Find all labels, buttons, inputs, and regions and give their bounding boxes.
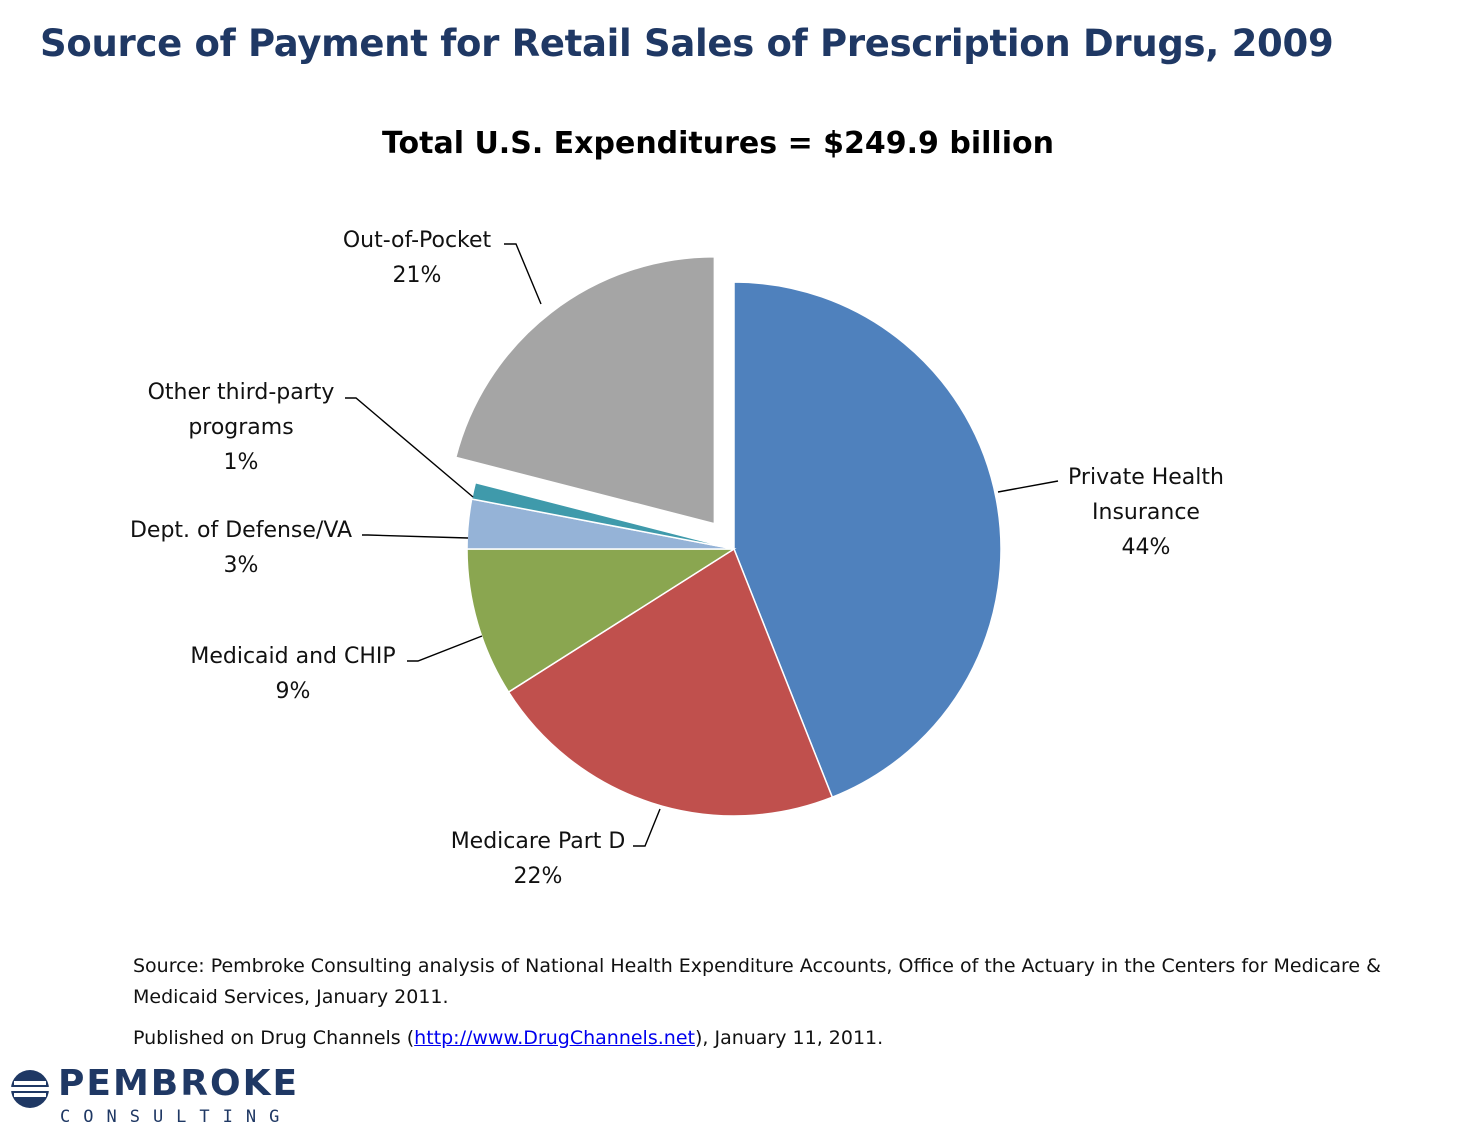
- drugchannels-link[interactable]: http://www.DrugChannels.net: [414, 1027, 695, 1049]
- slice-name: Out-of-Pocket: [343, 228, 492, 253]
- slice-label-5: Other third-party programs 1%: [148, 380, 335, 475]
- published-suffix: ), January 11, 2011.: [694, 1027, 884, 1049]
- chart-title: Total U.S. Expenditures = $249.9 billion: [382, 126, 1054, 161]
- slice-percent: 3%: [224, 553, 259, 578]
- pie-slice-5: [470, 481, 735, 550]
- slice-percent: 22%: [514, 864, 563, 889]
- slice-name: Medicare Part D: [451, 829, 626, 854]
- slice-name: Medicaid and CHIP: [190, 644, 395, 669]
- slice-label-1: Private Health Insurance 44%: [1068, 465, 1224, 560]
- pembroke-logo-icon: [10, 1070, 50, 1108]
- page-title: Source of Payment for Retail Sales of Pr…: [40, 22, 1334, 65]
- slice-name: Private Health: [1068, 465, 1224, 490]
- slice-name: programs: [188, 415, 293, 440]
- pie-slice-3: [466, 548, 737, 694]
- slice-percent: 21%: [393, 263, 442, 288]
- leader-line-1: [997, 480, 1059, 493]
- leader-line-6: [504, 243, 542, 305]
- slice-percent: 9%: [276, 679, 311, 704]
- slice-label-3: Medicaid and CHIP 9%: [190, 644, 395, 704]
- published-note: Published on Drug Channels (http://www.D…: [133, 1023, 883, 1054]
- leader-line-5: [345, 397, 474, 498]
- leader-line-2: [633, 808, 661, 847]
- leader-line-3: [407, 635, 483, 662]
- published-prefix: Published on Drug Channels (: [133, 1027, 415, 1049]
- leader-line-4: [362, 534, 469, 539]
- source-note: Source: Pembroke Consulting analysis of …: [133, 955, 1381, 1008]
- logo-name: PEMBROKE: [58, 1063, 300, 1104]
- slice-name: Other third-party: [148, 380, 335, 405]
- pie-slice-2: [507, 547, 834, 817]
- slice-label-4: Dept. of Defense/VA 3%: [130, 518, 352, 578]
- slice-label-2: Medicare Part D 22%: [451, 829, 626, 889]
- pie-slice-6: [454, 255, 716, 525]
- pie-slice-1: [733, 281, 1002, 799]
- slice-percent: 1%: [224, 450, 259, 475]
- slice-name: Insurance: [1092, 500, 1200, 525]
- pie-chart: Total U.S. Expenditures = $249.9 billion…: [130, 126, 1224, 889]
- slice-label-6: Out-of-Pocket 21%: [343, 228, 492, 288]
- slice-percent: 44%: [1122, 535, 1171, 560]
- logo-tagline: CONSULTING: [60, 1107, 293, 1127]
- slice-name: Dept. of Defense/VA: [130, 518, 352, 543]
